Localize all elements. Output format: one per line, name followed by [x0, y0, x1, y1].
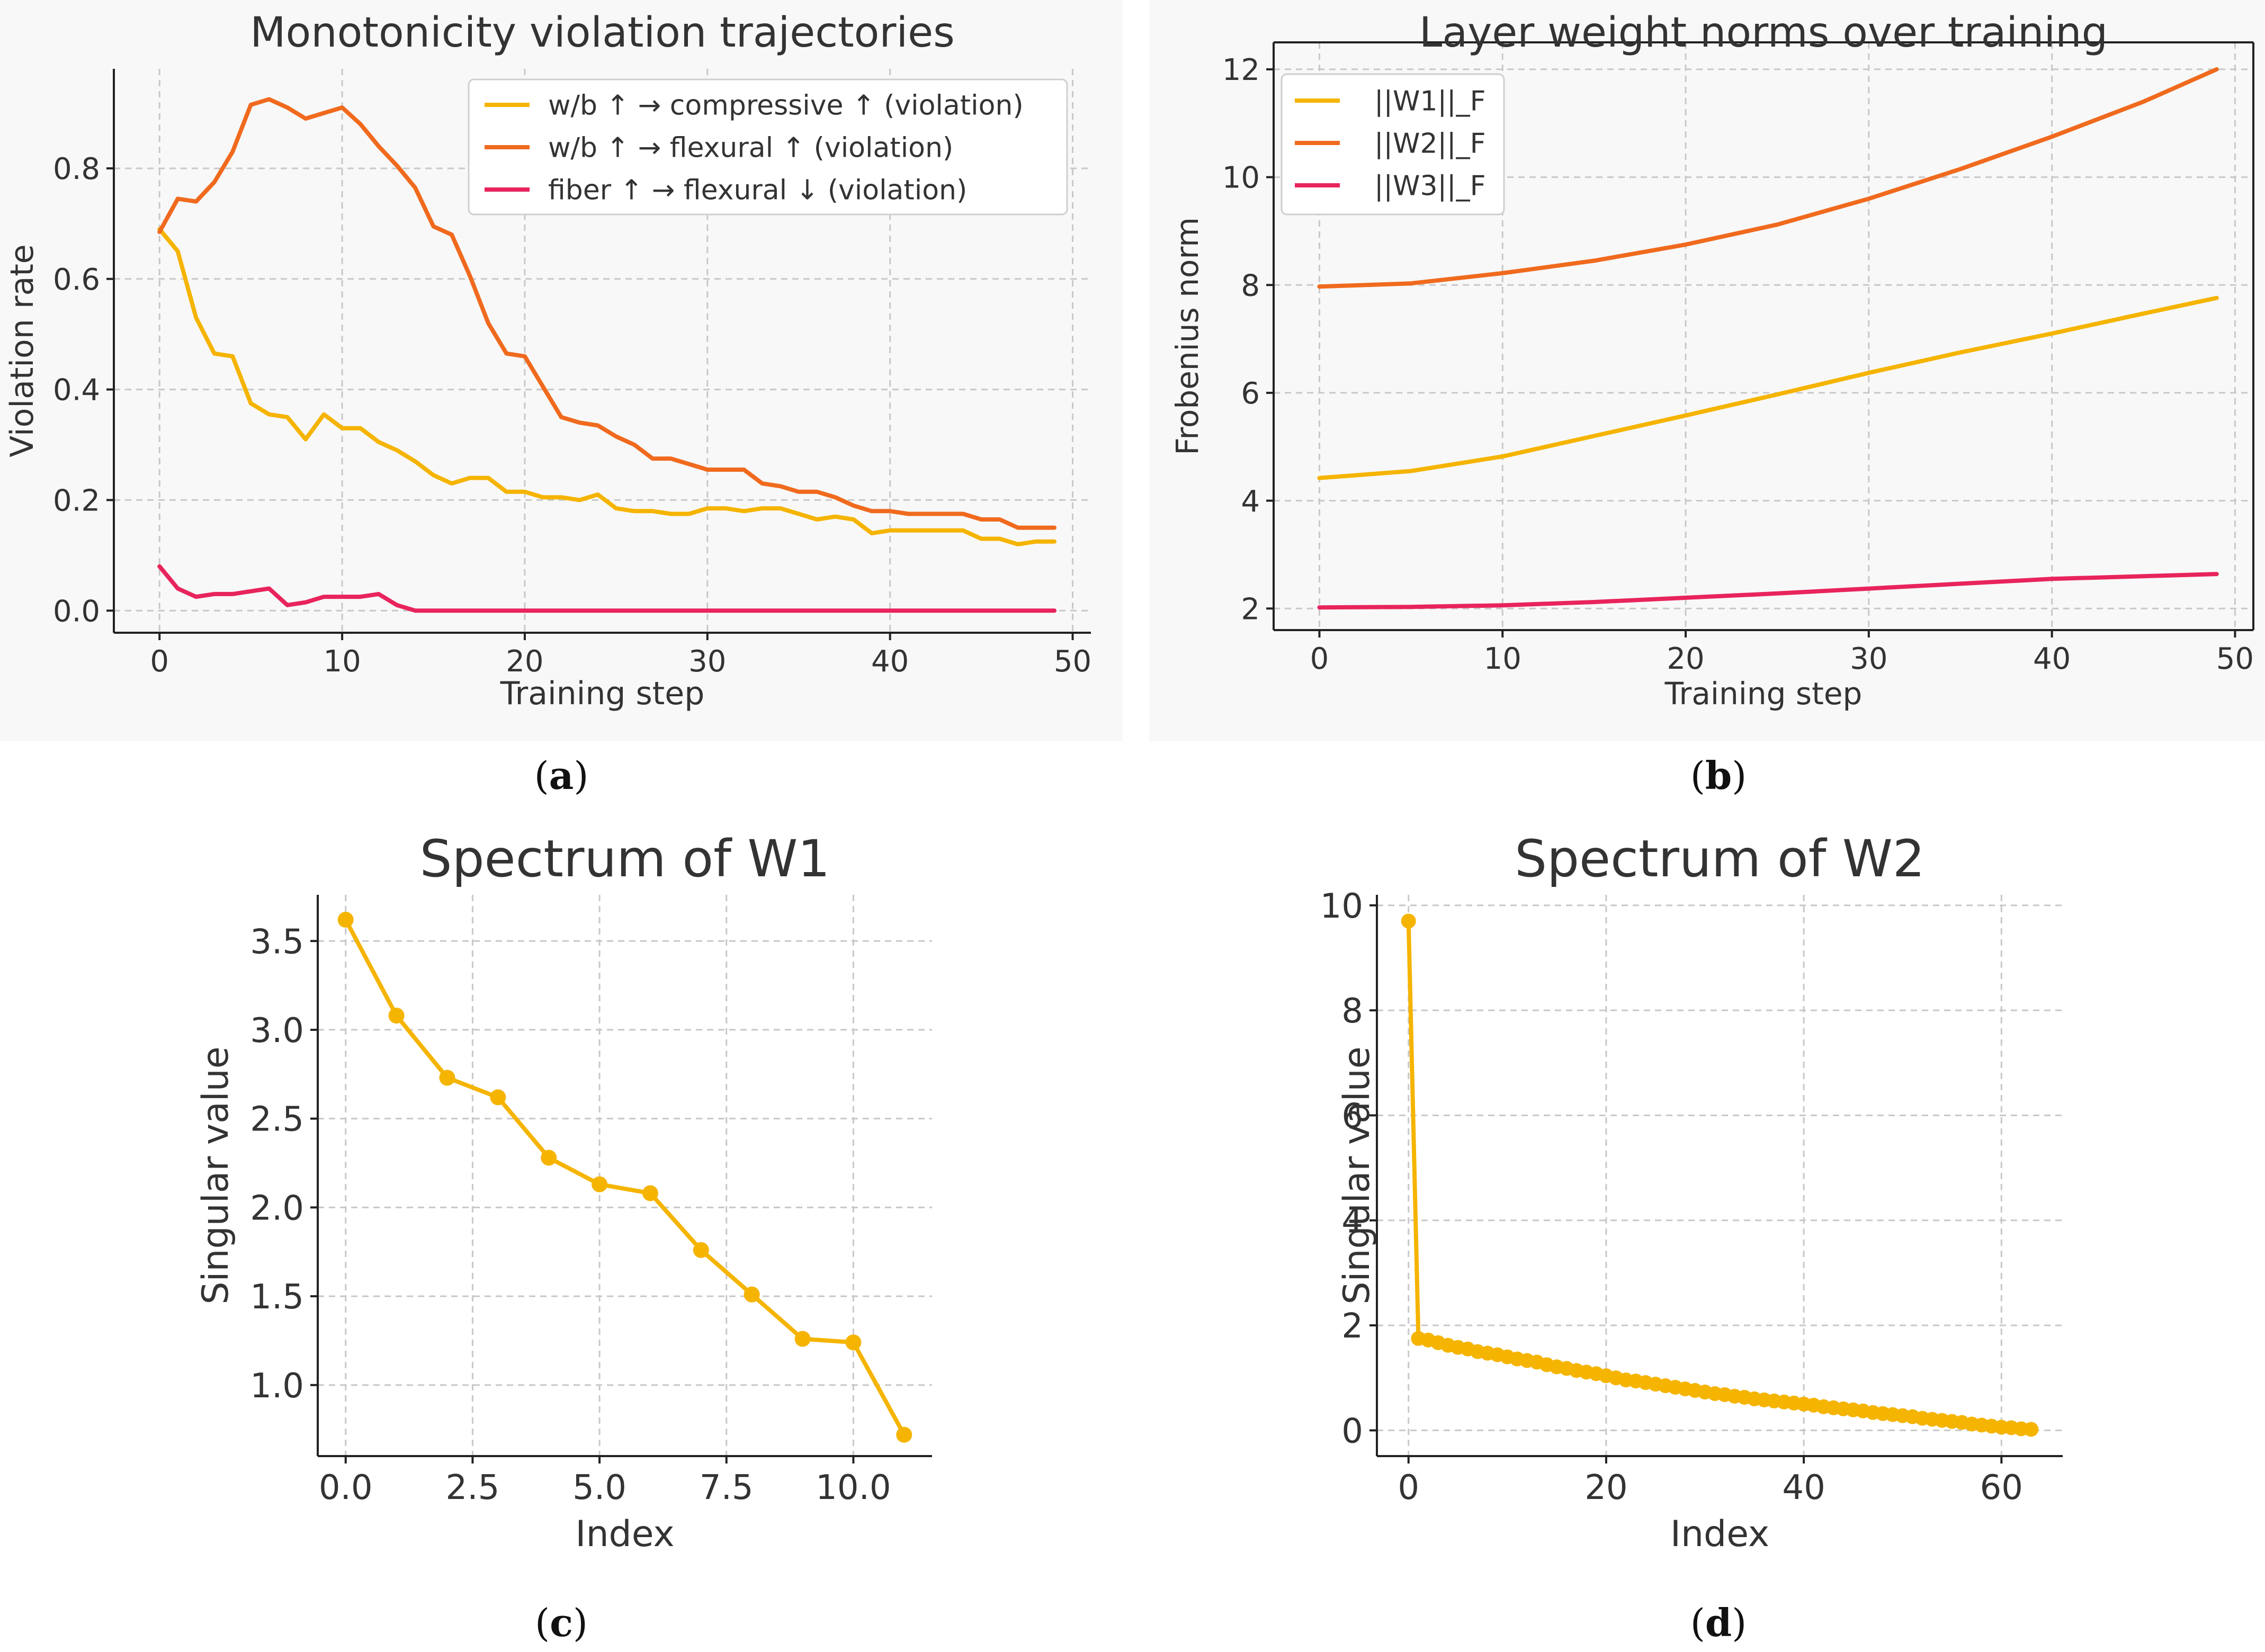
panel-caption: (b): [1690, 753, 1747, 798]
y-tick-label: 3.0: [250, 1011, 304, 1051]
y-axis-label: Frobenius norm: [1169, 217, 1205, 455]
data-point: [744, 1286, 760, 1303]
chart-title: Monotonicity violation trajectories: [250, 9, 955, 57]
y-tick-label: 6: [1341, 1097, 1363, 1136]
panel-caption: (a): [534, 753, 589, 798]
y-axis-label: Singular value: [195, 1046, 237, 1304]
chart-panel-d: 0 20 40 60 0 2 4 6 8 10 Spectrum of W2 Index Singula…: [1320, 829, 2063, 1645]
y-tick-label: 4: [1241, 484, 1260, 519]
data-point: [845, 1334, 862, 1351]
legend-box: [468, 78, 1068, 216]
y-axis-label: Singular value: [1336, 1046, 1378, 1304]
data-point: [693, 1242, 709, 1258]
x-tick-label: 50: [2216, 642, 2254, 676]
series-line: [157, 564, 1057, 613]
data-point: [642, 1185, 658, 1201]
x-tick-label: 20: [1667, 642, 1704, 676]
legend-label: fiber ↑ → flexural ↓ (violation): [548, 175, 967, 206]
data-point: [439, 1070, 455, 1086]
chart-title: Spectrum of W1: [420, 829, 830, 888]
data-point: [541, 1150, 557, 1166]
legend-box: [1281, 73, 1505, 216]
series-line: [157, 227, 1057, 546]
y-tick-label: 0.4: [53, 373, 100, 408]
series-line: [1317, 295, 2219, 480]
chart-title: Spectrum of W2: [1515, 829, 1925, 888]
data-point: [388, 1008, 405, 1024]
x-tick-label: 10: [1484, 642, 1521, 676]
legend-label: ||W2||_F: [1374, 128, 1486, 160]
data-point: [490, 1089, 506, 1106]
x-tick-label: 20: [1584, 1468, 1627, 1507]
x-tick-label: 0: [150, 644, 169, 679]
y-tick-label: 0.6: [53, 263, 100, 297]
chart-title: Layer weight norms over training: [1419, 9, 2108, 57]
x-tick-label: 40: [871, 644, 909, 679]
y-tick-label: 0.0: [53, 594, 100, 629]
x-tick-label: 40: [2033, 642, 2071, 676]
chart-panel-a: 0 10 20 30 40 50 0.0 0.2 0.4 0.6 0.8 Monotonicity v…: [4, 9, 1091, 798]
x-tick-label: 10.0: [816, 1468, 891, 1507]
x-tick-label: 50: [1054, 644, 1091, 679]
y-tick-label: 2.5: [250, 1100, 304, 1139]
data-point: [1401, 913, 1416, 929]
data-point: [896, 1426, 912, 1443]
y-tick-label: 0: [1341, 1412, 1363, 1451]
y-tick-label: 3.5: [250, 922, 304, 962]
y-tick-label: 6: [1241, 376, 1260, 411]
y-tick-label: 10: [1320, 887, 1363, 926]
y-tick-label: 0.8: [53, 152, 100, 186]
data-point: [794, 1331, 811, 1347]
x-axis-label: Training step: [500, 675, 705, 712]
y-tick-label: 0.2: [53, 484, 100, 518]
x-tick-label: 2.5: [446, 1468, 500, 1507]
x-tick-label: 0: [1398, 1468, 1419, 1507]
y-tick-label: 1.5: [250, 1278, 304, 1317]
x-tick-label: 60: [1980, 1468, 2023, 1507]
x-axis-label: Index: [1670, 1513, 1769, 1555]
legend-label: ||W1||_F: [1374, 86, 1486, 118]
x-tick-label: 5.0: [572, 1468, 626, 1507]
x-tick-label: 0: [1310, 642, 1329, 676]
data-point: [337, 911, 354, 928]
data-point: [2024, 1422, 2039, 1437]
y-tick-label: 8: [1241, 268, 1260, 303]
panel-caption: (c): [535, 1600, 588, 1645]
y-tick-label: 2: [1341, 1307, 1363, 1346]
x-tick-label: 30: [688, 644, 726, 679]
x-tick-label: 30: [1850, 642, 1887, 676]
legend-label: ||W3||_F: [1374, 170, 1486, 202]
chart-panel-b: 0 10 20 30 40 50 2 4 6 8 10 12 Layer weight norms ov…: [1169, 9, 2254, 798]
y-tick-label: 10: [1222, 161, 1260, 195]
x-tick-label: 40: [1782, 1468, 1825, 1507]
chart-panel-c: 0.0 2.5 5.0 7.5 10.0 1.0 1.5 2.0 2.5 3.0 3.5 Spectr…: [195, 829, 932, 1645]
x-tick-label: 7.5: [700, 1468, 754, 1507]
legend-label: w/b ↑ → flexural ↑ (violation): [548, 132, 953, 164]
y-tick-label: 8: [1341, 992, 1363, 1031]
y-tick-label: 12: [1222, 53, 1260, 87]
panel-caption: (d): [1690, 1600, 1747, 1645]
series-line: [1317, 67, 2219, 289]
y-axis-label: Violation rate: [4, 244, 41, 457]
x-tick-label: 20: [506, 644, 543, 679]
y-tick-label: 4: [1341, 1202, 1363, 1241]
series-line: [157, 97, 1057, 530]
series-line: [343, 918, 907, 1437]
x-axis-label: Index: [575, 1513, 674, 1555]
y-tick-label: 2.0: [250, 1189, 304, 1228]
x-axis-label: Training step: [1664, 676, 1863, 712]
y-tick-label: 2: [1241, 592, 1260, 626]
series-line: [1317, 572, 2219, 610]
x-tick-label: 0.0: [319, 1468, 373, 1507]
legend-label: w/b ↑ → compressive ↑ (violation): [548, 90, 1024, 122]
x-tick-label: 10: [323, 644, 361, 679]
data-point: [592, 1176, 608, 1192]
y-tick-label: 1.0: [250, 1367, 304, 1406]
